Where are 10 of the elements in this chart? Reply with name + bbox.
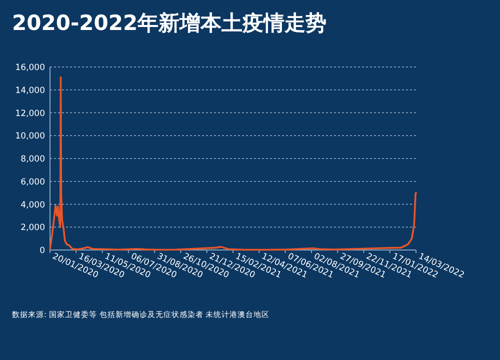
y-tick-label: 2,000 [20,223,45,234]
chart-title: 2020-2022年新增本土疫情走势 [12,11,327,35]
y-tick-label: 0 [40,246,45,256]
y-tick-label: 4,000 [20,200,45,210]
y-tick-label: 8,000 [20,154,45,164]
y-tick-label: 16,000 [15,63,45,73]
y-tick-label: 12,000 [15,108,45,119]
y-tick-label: 10,000 [15,132,45,142]
y-tick-label: 14,000 [15,86,45,96]
y-tick-label: 6,000 [20,177,45,188]
